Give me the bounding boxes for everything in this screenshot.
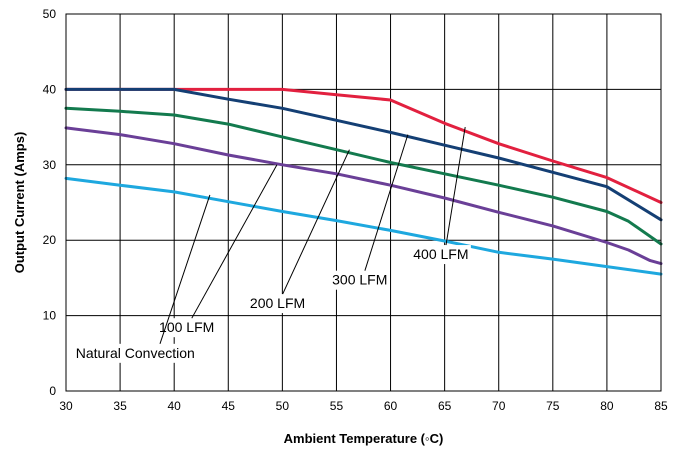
series-lines <box>64 87 663 276</box>
x-tick-label: 75 <box>546 399 560 413</box>
x-tick-label: 85 <box>654 399 668 413</box>
annotation-label: 200 LFM <box>250 295 305 311</box>
y-tick-label: 0 <box>49 384 56 398</box>
y-tick-label: 20 <box>43 233 57 247</box>
tick-labels: 30 35 40 45 50 55 60 65 70 75 80 85 0 10 20 30 40 50 <box>43 7 668 413</box>
series-line-2 <box>64 106 663 246</box>
annotation-leader <box>445 127 466 246</box>
annotation-bg <box>329 270 390 290</box>
series-line-3 <box>64 126 663 266</box>
x-tick-label: 50 <box>276 399 290 413</box>
x-tick-label: 35 <box>113 399 127 413</box>
y-tick-label: 10 <box>43 309 57 323</box>
annotation-label: 100 LFM <box>159 319 214 335</box>
annotation-leader <box>364 134 409 271</box>
y-axis-title: Output Current (Amps) <box>12 132 27 274</box>
annotation-bg <box>72 343 220 363</box>
x-tick-label: 45 <box>222 399 236 413</box>
annotation-leader <box>282 149 350 295</box>
series-line-4 <box>64 176 663 276</box>
annotation-bg <box>156 318 217 338</box>
x-tick-label: 55 <box>330 399 344 413</box>
annotation-bg <box>246 294 308 314</box>
annotations: 400 LFM 300 LFM 200 LFM 100 LFM Natural Conv… <box>72 127 471 363</box>
x-tick-label: 60 <box>384 399 398 413</box>
plot-frame <box>65 13 662 392</box>
annotation-leader <box>191 164 278 319</box>
x-tick-label: 30 <box>59 399 73 413</box>
annotation-label: 400 LFM <box>413 246 468 262</box>
x-tick-label: 40 <box>168 399 182 413</box>
x-tick-label: 70 <box>492 399 506 413</box>
x-tick-label: 80 <box>600 399 614 413</box>
y-tick-label: 30 <box>43 158 57 172</box>
annotation-label: 300 LFM <box>332 272 387 288</box>
annotation-bg <box>410 245 471 265</box>
series-line-0 <box>64 87 663 204</box>
x-tick-label: 65 <box>438 399 452 413</box>
series-line-1 <box>64 87 663 222</box>
y-tick-label: 50 <box>43 7 57 21</box>
x-axis-title: Ambient Temperature (◦C) <box>284 431 444 446</box>
annotation-label: Natural Convection <box>76 345 195 361</box>
annotation-leader <box>159 194 211 344</box>
y-tick-label: 40 <box>43 82 57 96</box>
